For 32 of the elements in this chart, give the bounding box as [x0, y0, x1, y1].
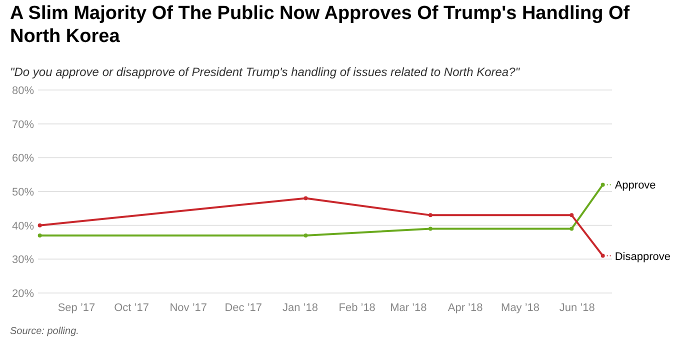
chart-subtitle: "Do you approve or disapprove of President Trump's handling of issues related to North Korea?" — [10, 65, 520, 79]
y-tick-label: 30% — [12, 254, 34, 266]
x-tick-label: Nov ’17 — [170, 302, 208, 314]
point — [600, 254, 605, 258]
point — [428, 226, 432, 231]
source-note: Source: polling. — [10, 326, 79, 337]
x-tick-label: Oct ’17 — [114, 302, 149, 314]
y-tick-label: 40% — [12, 220, 34, 232]
y-tick-label: 80% — [12, 85, 34, 97]
point — [600, 182, 605, 187]
point — [428, 213, 432, 218]
point — [38, 223, 42, 228]
y-tick-label: 50% — [12, 186, 34, 198]
legend-label: Approve — [614, 180, 656, 192]
x-tick-label: Mar ’18 — [390, 302, 427, 314]
x-tick-label: Apr ’18 — [448, 302, 483, 314]
y-tick-label: 70% — [12, 118, 34, 131]
x-tick-label: Sep ’17 — [58, 302, 96, 314]
point — [570, 213, 574, 218]
chart-title: A Slim Majority Of The Public Now Approves Of Trump's Handling Of North Korea — [10, 2, 631, 48]
legend-label: Disapprove — [614, 250, 670, 263]
point — [304, 196, 308, 200]
point — [304, 233, 308, 238]
x-tick-label: Feb ’18 — [338, 302, 376, 314]
x-tick-label: Dec ’17 — [224, 302, 262, 314]
x-tick-label: May ’18 — [501, 302, 540, 314]
x-tick-label: Jan ’18 — [282, 302, 318, 314]
point — [570, 226, 574, 231]
y-tick-label: 20% — [12, 288, 34, 300]
x-tick-label: Jun ’18 — [559, 302, 595, 314]
y-tick-label: 60% — [12, 152, 34, 165]
point — [38, 233, 42, 238]
